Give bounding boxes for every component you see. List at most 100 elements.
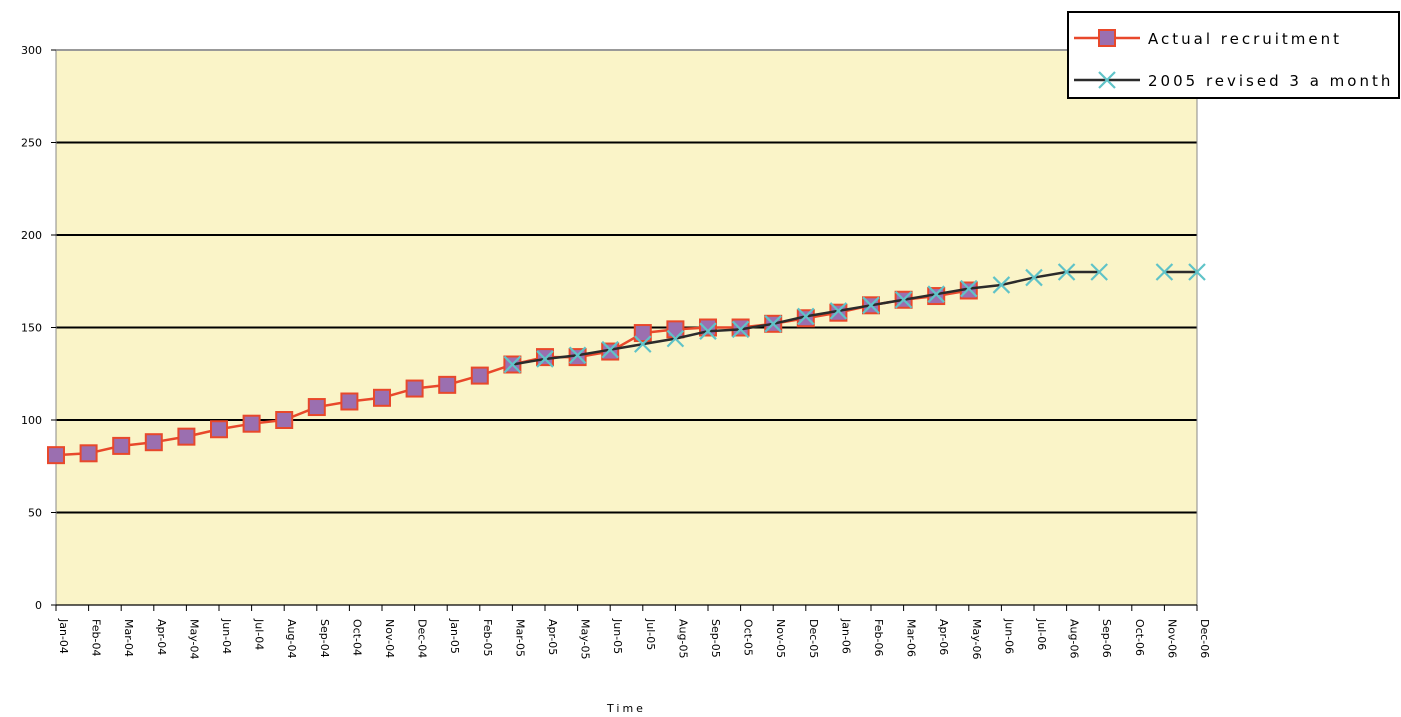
x-stroke bbox=[960, 279, 978, 298]
x-stroke bbox=[666, 329, 685, 348]
data-point bbox=[634, 335, 652, 353]
x-stroke bbox=[992, 276, 1011, 294]
x-tick-label: Feb-06 bbox=[872, 619, 885, 656]
x-tick-label: Nov-06 bbox=[1165, 619, 1178, 658]
data-point bbox=[601, 340, 619, 359]
series bbox=[503, 263, 1206, 374]
legend-label: 2005 revised 3 a month bbox=[1148, 72, 1393, 90]
x-stroke bbox=[634, 335, 652, 353]
legend-box bbox=[1067, 11, 1400, 99]
data-point bbox=[1098, 71, 1116, 89]
x-tick-label: May-05 bbox=[579, 619, 592, 660]
data-point bbox=[862, 296, 880, 315]
x-tick-label: Aug-06 bbox=[1068, 619, 1081, 658]
data-point bbox=[829, 302, 848, 320]
y-tick-label: 0 bbox=[35, 599, 42, 612]
x-tick-label: Feb-04 bbox=[90, 619, 103, 656]
x-stroke bbox=[1098, 71, 1116, 89]
legend-item: Actual recruitment bbox=[1074, 29, 1342, 48]
y-tick-label: 100 bbox=[21, 414, 42, 427]
x-axis: Jan-04 Feb-04 Mar-04 Apr-04 May-04 Jun-04 Jul-… bbox=[55, 605, 1211, 660]
data-point bbox=[1025, 268, 1043, 287]
x-stroke bbox=[927, 285, 945, 303]
x-tick-label: Jul-06 bbox=[1035, 618, 1048, 650]
data-point bbox=[503, 355, 522, 374]
x-stroke bbox=[601, 340, 619, 359]
x-stroke bbox=[503, 355, 522, 374]
x-tick-label: Jun-04 bbox=[220, 618, 233, 654]
data-point bbox=[405, 379, 424, 398]
x-axis-title: Time bbox=[606, 702, 646, 715]
data-point bbox=[177, 427, 196, 446]
data-point bbox=[1188, 263, 1206, 281]
y-tick-label: 300 bbox=[21, 44, 42, 57]
x-tick-label: Aug-04 bbox=[285, 619, 298, 658]
x-stroke bbox=[731, 320, 750, 339]
x-stroke bbox=[797, 307, 815, 326]
data-point bbox=[699, 322, 717, 340]
legend-label: Actual recruitment bbox=[1148, 30, 1342, 48]
data-point bbox=[633, 324, 652, 343]
x-tick-label: Jun-05 bbox=[611, 618, 624, 654]
data-point bbox=[47, 446, 65, 465]
y-tick-label: 50 bbox=[28, 507, 42, 520]
data-point bbox=[470, 366, 489, 385]
data-point bbox=[210, 420, 228, 439]
x-tick-label: May-04 bbox=[187, 619, 200, 660]
x-tick-label: Oct-06 bbox=[1133, 619, 1146, 656]
data-point bbox=[438, 375, 457, 394]
x-tick-label: Dec-04 bbox=[416, 619, 429, 658]
x-tick-label: Apr-06 bbox=[937, 619, 950, 655]
x-tick-label: Mar-04 bbox=[122, 619, 135, 657]
data-point bbox=[112, 436, 131, 455]
x-tick-label: Sep-05 bbox=[709, 619, 722, 658]
x-tick-label: Apr-05 bbox=[546, 619, 559, 655]
x-stroke bbox=[764, 315, 782, 333]
data-point bbox=[666, 329, 685, 348]
x-tick-label: Feb-05 bbox=[481, 619, 494, 656]
data-point bbox=[960, 279, 978, 298]
x-stroke bbox=[894, 290, 913, 309]
x-tick-label: Dec-05 bbox=[807, 619, 820, 658]
data-point bbox=[797, 307, 815, 326]
x-tick-label: Dec-06 bbox=[1198, 619, 1211, 658]
data-point bbox=[536, 350, 554, 368]
legend: Actual recruitment 2005 revised 3 a month bbox=[1067, 11, 1400, 99]
y-tick-label: 200 bbox=[21, 229, 42, 242]
data-point bbox=[1155, 263, 1174, 281]
x-tick-label: Jul-04 bbox=[253, 618, 266, 650]
y-axis: 0 50 100 150 200 250 300 bbox=[21, 44, 56, 612]
data-point bbox=[340, 392, 359, 411]
x-stroke bbox=[536, 350, 554, 368]
x-tick-label: Sep-04 bbox=[318, 619, 331, 658]
x-tick-label: Apr-04 bbox=[155, 619, 168, 655]
x-tick-label: Mar-06 bbox=[905, 619, 918, 657]
x-stroke bbox=[1025, 268, 1043, 287]
data-point bbox=[731, 320, 750, 339]
x-tick-label: Aug-05 bbox=[676, 619, 689, 658]
x-stroke bbox=[1057, 263, 1076, 281]
data-point bbox=[242, 414, 261, 433]
data-point bbox=[1098, 29, 1116, 47]
x-tick-label: May-06 bbox=[970, 619, 983, 660]
legend-item: 2005 revised 3 a month bbox=[1074, 71, 1393, 90]
data-point bbox=[144, 433, 163, 452]
x-tick-label: Jan-05 bbox=[448, 618, 461, 654]
data-point bbox=[666, 320, 685, 339]
x-tick-label: Jan-06 bbox=[839, 618, 852, 654]
x-tick-label: Oct-05 bbox=[742, 619, 755, 656]
x-tick-label: Jun-06 bbox=[1002, 618, 1015, 654]
x-stroke bbox=[1090, 263, 1108, 281]
x-stroke bbox=[1188, 263, 1206, 281]
data-point bbox=[373, 388, 391, 407]
data-point bbox=[568, 346, 587, 365]
data-point bbox=[275, 411, 294, 429]
y-tick-label: 250 bbox=[21, 137, 42, 150]
y-tick-label: 150 bbox=[21, 322, 42, 335]
data-point bbox=[992, 276, 1011, 294]
data-point bbox=[307, 398, 326, 417]
x-tick-label: Nov-05 bbox=[774, 619, 787, 658]
x-tick-label: Oct-04 bbox=[350, 619, 363, 656]
x-stroke bbox=[829, 302, 848, 320]
